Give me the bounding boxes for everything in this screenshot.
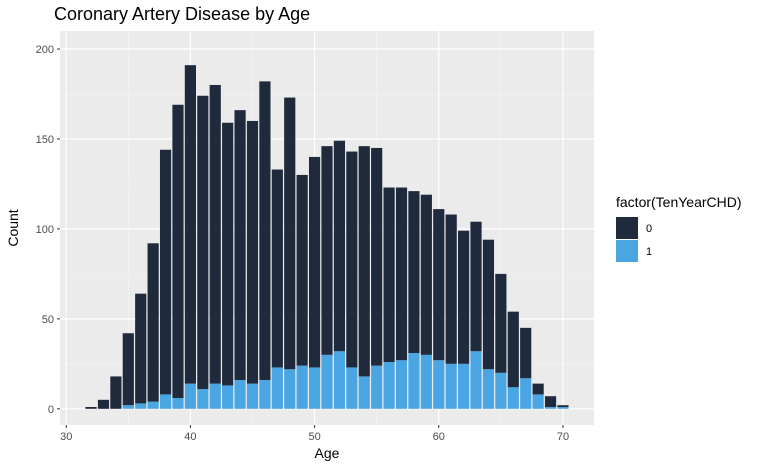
bar-1-37 xyxy=(147,401,159,409)
bar-1-39 xyxy=(172,398,184,409)
bar-1-61 xyxy=(445,363,457,409)
x-tick-label: 40 xyxy=(184,431,196,443)
bar-1-46 xyxy=(259,380,271,409)
bar-1-67 xyxy=(520,378,532,409)
bar-1-63 xyxy=(470,351,482,409)
bar-1-49 xyxy=(296,365,308,409)
bar-1-36 xyxy=(135,403,147,409)
bar-1-62 xyxy=(458,363,470,409)
bar-1-57 xyxy=(395,360,408,409)
bar-1-41 xyxy=(197,389,209,409)
y-axis-title: Count xyxy=(5,209,21,246)
bar-0-61 xyxy=(445,214,457,364)
bar-0-55 xyxy=(371,147,383,366)
bar-0-56 xyxy=(383,187,395,363)
bar-1-48 xyxy=(284,369,296,409)
bar-1-64 xyxy=(482,369,495,409)
bar-0-58 xyxy=(408,191,420,354)
bar-0-59 xyxy=(420,194,432,355)
bar-1-70 xyxy=(557,407,569,409)
x-tick-label: 50 xyxy=(308,431,320,443)
bar-1-59 xyxy=(420,354,432,409)
bar-1-42 xyxy=(209,383,221,409)
bar-0-42 xyxy=(209,84,221,384)
bar-1-54 xyxy=(358,376,370,409)
bar-0-51 xyxy=(321,146,333,355)
bar-0-65 xyxy=(495,273,507,373)
chart-title: Coronary Artery Disease by Age xyxy=(54,4,310,24)
bar-0-66 xyxy=(507,311,519,388)
bar-0-44 xyxy=(234,110,246,381)
legend-key-1 xyxy=(616,240,638,262)
bar-0-70 xyxy=(557,405,569,408)
bar-0-46 xyxy=(259,81,271,381)
legend-title: factor(TenYearCHD) xyxy=(616,194,742,210)
bar-0-49 xyxy=(296,174,308,366)
bar-0-69 xyxy=(544,396,557,408)
bar-1-65 xyxy=(495,372,507,409)
bar-1-38 xyxy=(159,394,172,409)
bar-1-53 xyxy=(346,367,358,409)
bar-0-68 xyxy=(532,383,544,395)
bar-1-66 xyxy=(507,387,519,409)
bar-0-64 xyxy=(482,239,495,370)
bar-1-45 xyxy=(246,383,259,409)
bar-1-47 xyxy=(271,367,283,409)
y-tick-label: 100 xyxy=(36,224,54,236)
bar-1-40 xyxy=(184,383,196,409)
bar-1-52 xyxy=(333,351,346,409)
bar-0-47 xyxy=(271,169,283,368)
bar-0-54 xyxy=(358,146,370,377)
bar-0-52 xyxy=(333,140,346,352)
bar-0-67 xyxy=(520,327,532,379)
x-axis-title: Age xyxy=(315,445,340,461)
x-tick-label: 30 xyxy=(60,431,72,443)
bar-0-45 xyxy=(246,120,259,384)
legend-key-0 xyxy=(616,217,638,239)
legend-label-1: 1 xyxy=(646,246,652,258)
x-tick-label: 70 xyxy=(557,431,569,443)
bar-1-60 xyxy=(433,360,445,409)
bars xyxy=(85,65,569,409)
bar-0-37 xyxy=(147,243,159,402)
bar-0-38 xyxy=(159,149,172,395)
bar-0-43 xyxy=(222,122,234,386)
y-tick-label: 200 xyxy=(36,44,54,56)
bar-0-60 xyxy=(433,209,445,361)
bar-1-55 xyxy=(371,365,383,409)
bar-0-62 xyxy=(458,230,470,364)
bar-0-35 xyxy=(122,333,134,406)
bar-1-44 xyxy=(234,380,246,409)
bar-0-57 xyxy=(395,187,408,361)
bar-0-41 xyxy=(197,95,209,390)
bar-1-68 xyxy=(532,394,544,409)
bar-0-34 xyxy=(110,376,122,409)
y-tick-label: 150 xyxy=(36,134,54,146)
bar-1-58 xyxy=(408,353,420,409)
bar-1-35 xyxy=(122,405,134,409)
y-tick-label: 50 xyxy=(42,314,54,326)
bar-0-36 xyxy=(135,293,147,404)
bar-0-39 xyxy=(172,104,184,399)
x-tick-label: 60 xyxy=(433,431,445,443)
bar-1-56 xyxy=(383,362,395,409)
bar-0-40 xyxy=(184,65,196,384)
bar-1-50 xyxy=(308,367,321,409)
y-axis: 0 50 100 150 200 xyxy=(36,44,60,416)
bar-1-69 xyxy=(544,407,557,409)
x-axis: 30 40 50 60 70 xyxy=(60,425,569,443)
bar-0-33 xyxy=(97,399,110,409)
bar-1-43 xyxy=(222,385,234,409)
bar-0-50 xyxy=(308,156,321,368)
bar-1-51 xyxy=(321,354,333,409)
legend-label-0: 0 xyxy=(646,223,652,235)
bar-0-32 xyxy=(85,407,97,409)
y-tick-label: 0 xyxy=(48,404,54,416)
legend: factor(TenYearCHD) 0 1 xyxy=(616,194,742,262)
bar-0-48 xyxy=(284,97,296,370)
bar-0-53 xyxy=(346,151,358,368)
bar-0-63 xyxy=(470,221,482,352)
